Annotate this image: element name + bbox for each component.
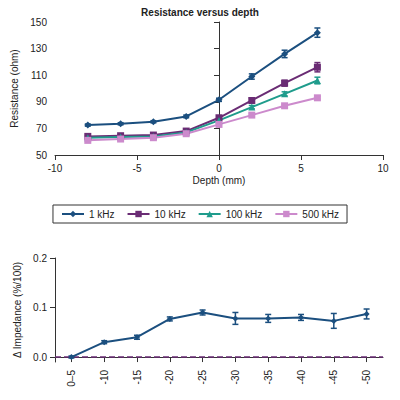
svg-text:150: 150	[30, 17, 47, 28]
svg-text:5: 5	[298, 163, 304, 174]
svg-text:0.0: 0.0	[33, 352, 47, 363]
svg-text:1 kHz: 1 kHz	[89, 209, 115, 220]
svg-text:-30: -30	[230, 370, 241, 385]
svg-text:Depth (mm): Depth (mm)	[193, 175, 246, 186]
svg-text:-10: -10	[48, 163, 63, 174]
svg-text:70: 70	[36, 123, 48, 134]
svg-text:10: 10	[377, 163, 389, 174]
svg-text:Resistance versus depth: Resistance versus depth	[141, 7, 259, 18]
svg-text:-20: -20	[164, 370, 175, 385]
svg-text:-50: -50	[361, 370, 372, 385]
svg-text:10 kHz: 10 kHz	[155, 209, 186, 220]
svg-text:500 kHz: 500 kHz	[302, 209, 339, 220]
svg-text:100 kHz: 100 kHz	[226, 209, 263, 220]
svg-text:0.2: 0.2	[33, 253, 47, 264]
svg-text:90: 90	[36, 96, 48, 107]
svg-text:Δ Impedance (%/100): Δ Impedance (%/100)	[12, 262, 23, 358]
svg-text:-5: -5	[133, 163, 142, 174]
svg-text:-15: -15	[132, 370, 143, 385]
svg-text:-10: -10	[99, 370, 110, 385]
svg-text:-35: -35	[263, 370, 274, 385]
svg-text:-45: -45	[328, 370, 339, 385]
svg-text:110: 110	[31, 70, 47, 81]
svg-text:-25: -25	[197, 370, 208, 385]
svg-text:-40: -40	[296, 370, 307, 385]
svg-text:0–5: 0–5	[66, 370, 77, 387]
svg-text:0: 0	[216, 163, 222, 174]
svg-text:50: 50	[36, 150, 48, 161]
svg-text:0.1: 0.1	[33, 302, 47, 313]
svg-text:Resistance (ohm): Resistance (ohm)	[9, 49, 20, 127]
svg-text:130: 130	[30, 43, 47, 54]
